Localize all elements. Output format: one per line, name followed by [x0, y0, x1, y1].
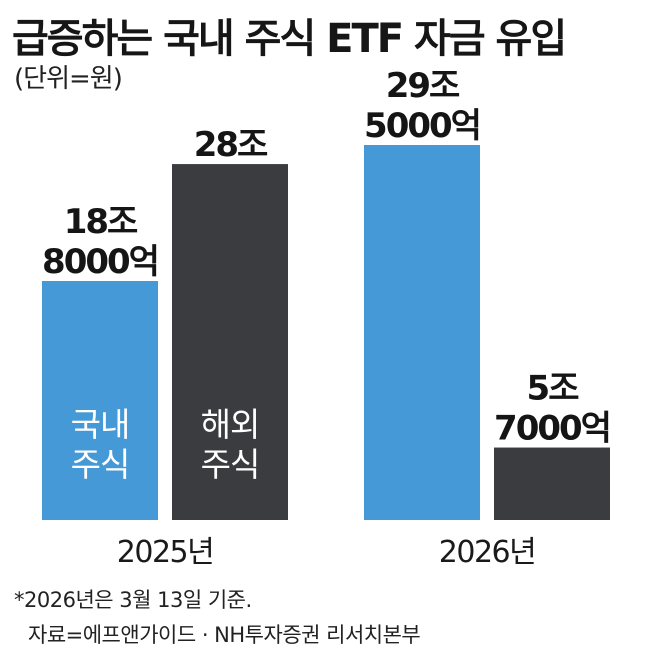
value-label: 8000억	[42, 242, 158, 282]
value-label: 18조	[64, 202, 138, 242]
chart-title: 급증하는 국내 주식 ETF 자금 유입	[12, 16, 567, 62]
value-label: 7000억	[494, 409, 610, 449]
unit-label: (단위=원)	[14, 64, 123, 94]
bar-overseas-1	[494, 447, 610, 520]
value-label: 5000억	[364, 106, 480, 146]
footnote: *2026년은 3월 13일 기준.	[14, 588, 252, 612]
series-label: 주식	[71, 445, 130, 484]
category-label: 2026년	[439, 535, 535, 570]
bar-domestic-0	[42, 281, 158, 520]
bar-domestic-1	[364, 145, 480, 520]
value-label: 29조	[386, 66, 460, 106]
bar-overseas-0	[172, 164, 288, 520]
value-label: 28조	[194, 125, 268, 165]
source-note: 자료=에프앤가이드 · NH투자증권 리서치본부	[28, 623, 421, 647]
series-label: 국내	[71, 405, 130, 444]
category-label: 2025년	[117, 535, 213, 570]
series-label: 해외	[201, 405, 260, 444]
value-label: 5조	[527, 369, 580, 409]
series-label: 주식	[201, 445, 260, 484]
